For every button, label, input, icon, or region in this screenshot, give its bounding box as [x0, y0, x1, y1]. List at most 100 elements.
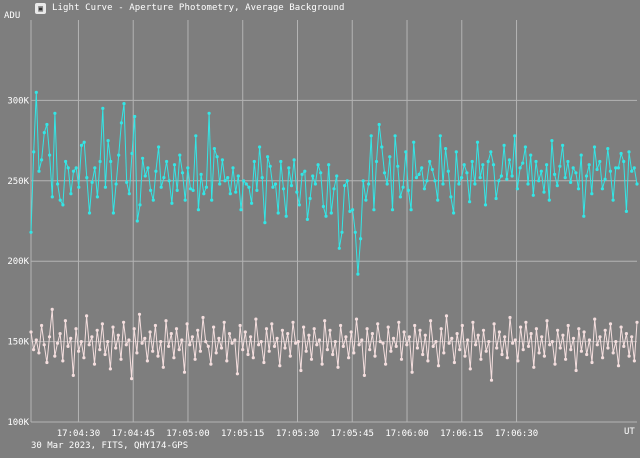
data-point: [119, 121, 123, 125]
data-point: [598, 159, 602, 164]
data-point: [390, 208, 395, 212]
data-point: [381, 341, 385, 345]
data-point: [515, 187, 520, 191]
data-point: [29, 230, 33, 234]
data-point: [442, 351, 446, 355]
data-point: [508, 315, 512, 320]
data-point: [414, 176, 418, 180]
data-point: [420, 166, 424, 170]
data-point: [365, 327, 369, 331]
data-point: [56, 182, 60, 186]
data-point: [215, 155, 219, 159]
data-point: [624, 332, 629, 336]
data-point: [61, 359, 65, 363]
data-point: [278, 364, 282, 368]
data-point: [402, 330, 406, 334]
data-point: [521, 348, 525, 352]
data-point: [212, 147, 216, 151]
data-point: [40, 158, 44, 162]
data-point: [79, 143, 84, 147]
data-point: [66, 166, 70, 170]
data-point: [422, 187, 426, 191]
data-point: [614, 340, 618, 344]
data-point: [460, 176, 464, 180]
data-point: [212, 325, 216, 329]
data-point: [275, 336, 279, 340]
data-point: [219, 346, 224, 350]
data-point: [373, 354, 377, 358]
data-point: [500, 352, 504, 357]
data-point: [348, 209, 352, 213]
data-point: [537, 179, 541, 183]
data-point: [462, 163, 466, 167]
data-point: [162, 176, 166, 180]
x-tick-label: 17:06:00: [385, 429, 428, 439]
data-point: [272, 344, 277, 348]
data-point: [209, 362, 213, 366]
series-1: [29, 307, 639, 382]
data-point: [335, 174, 339, 178]
data-point: [281, 187, 286, 191]
data-point: [188, 187, 193, 191]
data-point: [292, 158, 296, 162]
data-point: [137, 312, 142, 316]
data-point: [191, 188, 195, 192]
data-point: [145, 359, 149, 363]
data-point: [119, 357, 123, 361]
data-point: [465, 171, 469, 175]
data-point: [466, 338, 470, 342]
data-point: [304, 349, 308, 353]
data-point: [510, 341, 515, 345]
data-point: [307, 333, 311, 337]
data-point: [351, 208, 355, 212]
data-point: [109, 159, 113, 164]
data-point: [117, 153, 121, 157]
data-point: [156, 354, 160, 358]
data-point: [436, 198, 440, 202]
data-point: [483, 203, 488, 207]
data-point: [340, 230, 344, 234]
data-point: [53, 111, 57, 115]
data-point: [206, 344, 210, 348]
data-point: [624, 209, 629, 213]
data-point: [111, 325, 115, 329]
data-point: [174, 327, 179, 331]
data-point: [484, 349, 488, 353]
data-point: [534, 327, 539, 331]
data-point: [198, 349, 202, 353]
data-point: [426, 359, 430, 363]
data-point: [579, 153, 583, 157]
data-point: [260, 176, 264, 180]
data-point: [407, 335, 411, 339]
data-point: [222, 320, 226, 324]
data-point: [513, 134, 517, 138]
data-point: [143, 174, 147, 178]
data-point: [585, 352, 589, 357]
data-point: [391, 336, 396, 340]
data-point: [352, 351, 356, 355]
data-point: [231, 166, 235, 170]
data-point: [600, 187, 605, 191]
data-point: [635, 182, 639, 186]
data-point: [85, 314, 89, 318]
data-point: [587, 338, 592, 342]
data-point: [58, 198, 62, 202]
data-point: [47, 335, 52, 339]
data-point: [204, 185, 208, 189]
data-point: [616, 166, 621, 170]
data-point: [202, 192, 206, 196]
data-point: [475, 140, 480, 144]
data-point: [230, 341, 234, 345]
data-point: [289, 184, 294, 188]
x-axis-unit-label: UT: [624, 427, 635, 437]
data-point: [95, 328, 99, 332]
data-point: [542, 190, 546, 194]
data-point: [460, 323, 464, 328]
data-point: [90, 335, 94, 339]
data-point: [539, 169, 543, 173]
data-point: [606, 346, 610, 350]
data-point: [313, 182, 317, 186]
data-point: [172, 356, 176, 360]
data-point: [471, 320, 475, 324]
